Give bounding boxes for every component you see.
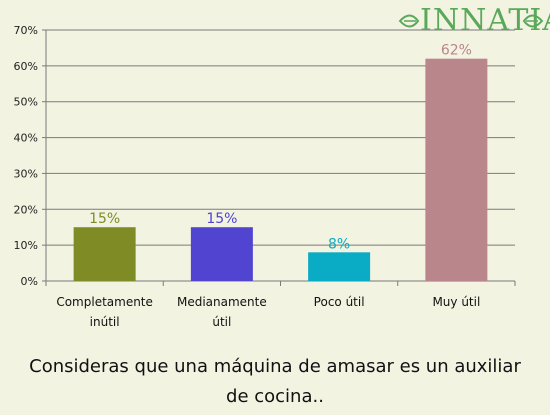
bar bbox=[190, 227, 253, 281]
y-tick-label: 20% bbox=[14, 203, 38, 216]
x-category-label: Medianamente bbox=[177, 295, 267, 309]
bar-value-label: 15% bbox=[89, 211, 120, 227]
x-category-label: inútil bbox=[90, 315, 120, 329]
y-tick-label: 50% bbox=[14, 96, 38, 109]
y-tick-label: 60% bbox=[14, 60, 38, 73]
y-tick-label: 10% bbox=[14, 239, 38, 252]
logo-leaf-icon bbox=[398, 14, 544, 28]
bar-value-label: 62% bbox=[441, 43, 472, 59]
bar-value-label: 8% bbox=[328, 236, 350, 252]
value-labels: 15% 15% 8% 62% bbox=[89, 43, 472, 253]
x-axis-labels: Completamente inútil Medianamente útil Poco … bbox=[45, 281, 516, 329]
bar bbox=[73, 227, 136, 281]
bar-value-label: 15% bbox=[206, 211, 237, 227]
x-category-label: Completamente bbox=[56, 295, 153, 309]
bars bbox=[73, 58, 488, 281]
y-tick-label: 0% bbox=[21, 275, 38, 288]
x-category-label: Poco útil bbox=[314, 295, 365, 309]
y-axis-ticks: 0% 10% 20% 30% 40% 50% 60% 70% bbox=[14, 24, 46, 288]
y-tick-label: 30% bbox=[14, 167, 38, 180]
innatia-logo: INNATIA bbox=[398, 4, 550, 38]
bar bbox=[425, 58, 488, 281]
logo-text: INNATIA bbox=[420, 3, 550, 38]
y-tick-label: 40% bbox=[14, 132, 38, 145]
x-category-label: útil bbox=[212, 315, 231, 329]
x-category-label: Muy útil bbox=[432, 295, 480, 309]
chart-title: Consideras que una máquina de amasar es … bbox=[29, 356, 521, 407]
y-tick-label: 70% bbox=[14, 24, 38, 37]
bar bbox=[308, 252, 371, 281]
